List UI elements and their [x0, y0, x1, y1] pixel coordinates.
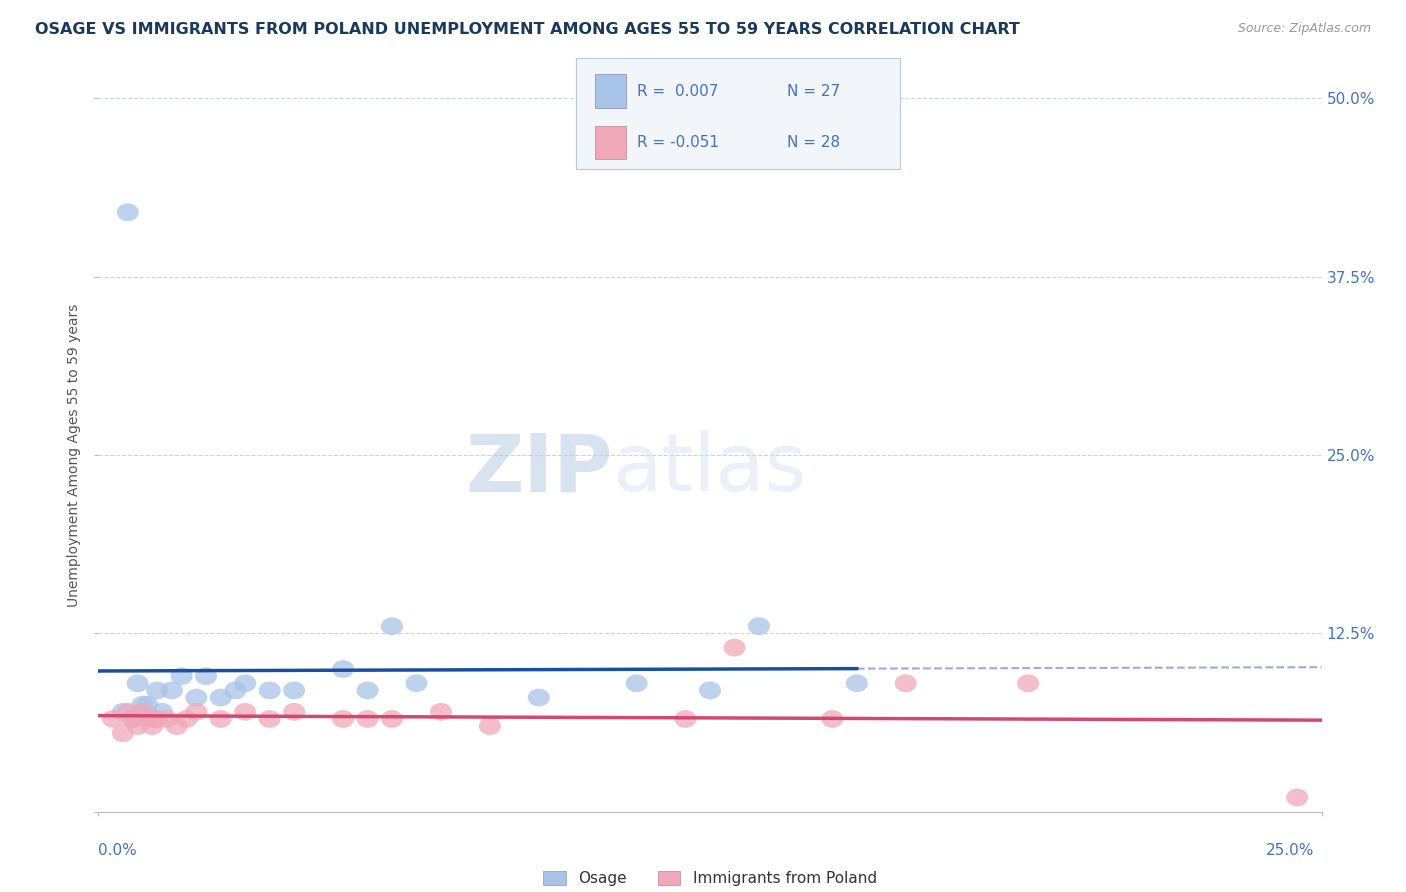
Ellipse shape [136, 710, 159, 728]
Text: R =  0.007: R = 0.007 [637, 84, 718, 99]
Ellipse shape [381, 710, 404, 728]
Ellipse shape [225, 681, 246, 699]
Ellipse shape [748, 617, 770, 635]
Text: 25.0%: 25.0% [1267, 843, 1315, 858]
Ellipse shape [381, 617, 404, 635]
Ellipse shape [176, 710, 197, 728]
Ellipse shape [259, 681, 281, 699]
Text: atlas: atlas [612, 430, 807, 508]
Text: N = 27: N = 27 [787, 84, 841, 99]
Ellipse shape [821, 710, 844, 728]
Ellipse shape [166, 717, 188, 735]
Ellipse shape [122, 710, 143, 728]
Ellipse shape [675, 710, 696, 728]
Ellipse shape [430, 703, 451, 721]
Ellipse shape [186, 689, 207, 706]
Ellipse shape [332, 660, 354, 678]
Ellipse shape [357, 681, 378, 699]
Text: N = 28: N = 28 [787, 135, 841, 150]
Ellipse shape [117, 203, 139, 221]
Y-axis label: Unemployment Among Ages 55 to 59 years: Unemployment Among Ages 55 to 59 years [67, 303, 82, 607]
Ellipse shape [283, 681, 305, 699]
Ellipse shape [170, 667, 193, 685]
Ellipse shape [724, 639, 745, 657]
Ellipse shape [235, 674, 256, 692]
Ellipse shape [357, 710, 378, 728]
Ellipse shape [479, 717, 501, 735]
Text: 0.0%: 0.0% [98, 843, 138, 858]
Ellipse shape [405, 674, 427, 692]
Ellipse shape [209, 689, 232, 706]
Ellipse shape [156, 710, 179, 728]
Ellipse shape [894, 674, 917, 692]
Ellipse shape [209, 710, 232, 728]
Text: Source: ZipAtlas.com: Source: ZipAtlas.com [1237, 22, 1371, 36]
Ellipse shape [235, 703, 256, 721]
Ellipse shape [195, 667, 217, 685]
Ellipse shape [127, 717, 149, 735]
Text: R = -0.051: R = -0.051 [637, 135, 718, 150]
Ellipse shape [136, 696, 159, 714]
Ellipse shape [846, 674, 868, 692]
Ellipse shape [626, 674, 648, 692]
Ellipse shape [332, 710, 354, 728]
Text: ZIP: ZIP [465, 430, 612, 508]
Ellipse shape [131, 696, 153, 714]
Ellipse shape [146, 710, 169, 728]
Ellipse shape [150, 703, 173, 721]
Ellipse shape [141, 717, 163, 735]
Ellipse shape [259, 710, 281, 728]
Ellipse shape [103, 710, 124, 728]
Ellipse shape [699, 681, 721, 699]
Ellipse shape [146, 681, 169, 699]
Ellipse shape [112, 703, 134, 721]
Legend: Osage, Immigrants from Poland: Osage, Immigrants from Poland [543, 871, 877, 886]
Ellipse shape [160, 681, 183, 699]
Ellipse shape [131, 703, 153, 721]
Ellipse shape [1017, 674, 1039, 692]
Ellipse shape [141, 710, 163, 728]
Ellipse shape [527, 689, 550, 706]
Ellipse shape [127, 674, 149, 692]
Text: OSAGE VS IMMIGRANTS FROM POLAND UNEMPLOYMENT AMONG AGES 55 TO 59 YEARS CORRELATI: OSAGE VS IMMIGRANTS FROM POLAND UNEMPLOY… [35, 22, 1019, 37]
Ellipse shape [186, 703, 207, 721]
Ellipse shape [283, 703, 305, 721]
Ellipse shape [112, 724, 134, 742]
Ellipse shape [1286, 789, 1308, 806]
Ellipse shape [117, 703, 139, 721]
Ellipse shape [122, 710, 143, 728]
